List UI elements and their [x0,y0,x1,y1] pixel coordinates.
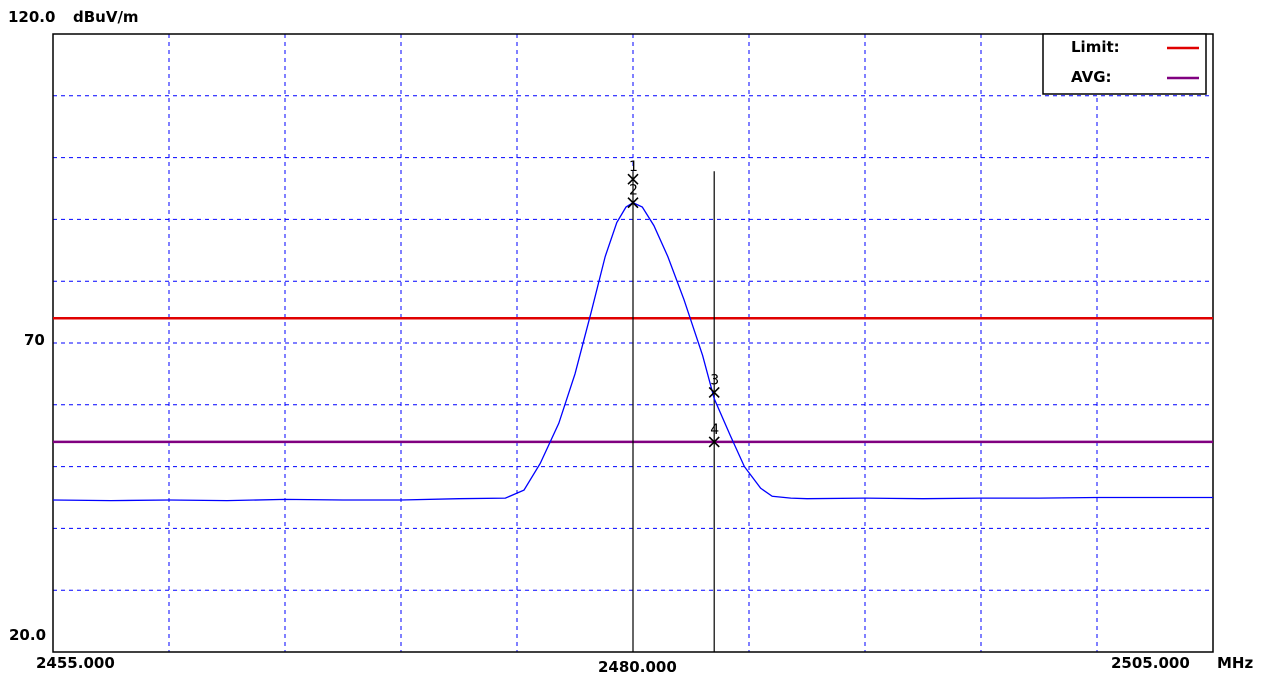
legend-avg-label: AVG: [1071,68,1112,86]
y-top-tick-label: 120.0 [8,8,55,26]
legend-box [1042,33,1207,95]
trace-line [52,201,1213,502]
marker-1-cross [627,173,639,185]
legend: Limit: AVG: [1042,33,1207,95]
marker-3-cross [708,386,720,399]
x-right-tick-label: 2505.000 [1111,654,1190,672]
markers: 1 2 3 4 [627,159,720,448]
y-unit-label: dBuV/m [73,8,139,26]
legend-limit-label: Limit: [1071,38,1120,56]
marker-1-label: 1 [629,159,638,175]
marker-4-label: 4 [710,422,719,438]
y-bottom-tick-label: 20.0 [9,626,46,644]
marker-4-cross [708,436,720,448]
marker-3-label: 3 [710,372,719,388]
measurement-trace [52,201,1213,502]
x-unit-label: MHz [1217,654,1253,672]
marker-lines [632,171,715,652]
x-mid-tick-label: 2480.000 [598,658,677,676]
marker-2-cross [627,197,639,209]
x-left-tick-label: 2455.000 [36,654,115,672]
marker-2-label: 2 [629,183,638,199]
y-mid-tick-label: 70 [24,331,45,349]
